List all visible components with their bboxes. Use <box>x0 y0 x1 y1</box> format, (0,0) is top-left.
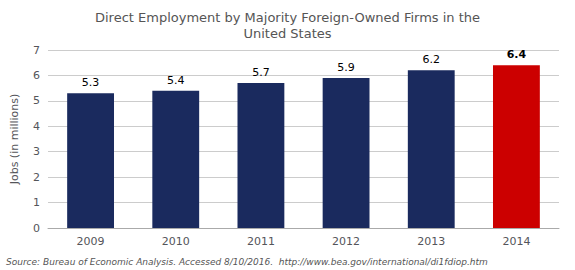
svg-text:5: 5 <box>33 94 40 107</box>
svg-text:6.4: 6.4 <box>507 48 527 61</box>
svg-text:5.4: 5.4 <box>167 74 185 87</box>
svg-text:4: 4 <box>33 120 40 133</box>
svg-text:Direct Employment by Majority: Direct Employment by Majority Foreign-Ow… <box>95 10 480 25</box>
svg-text:2: 2 <box>33 171 40 184</box>
svg-text:2010: 2010 <box>162 235 190 248</box>
svg-text:2011: 2011 <box>247 235 275 248</box>
svg-text:7: 7 <box>33 44 40 57</box>
svg-text:5.3: 5.3 <box>82 76 100 89</box>
svg-text:6: 6 <box>33 69 40 82</box>
svg-text:5.9: 5.9 <box>337 61 355 74</box>
svg-text:3: 3 <box>33 145 40 158</box>
svg-text:6.2: 6.2 <box>423 53 441 66</box>
svg-text:2014: 2014 <box>502 235 530 248</box>
svg-text:2009: 2009 <box>77 235 105 248</box>
svg-text:2013: 2013 <box>417 235 445 248</box>
svg-text:1: 1 <box>33 196 40 209</box>
svg-text:2012: 2012 <box>332 235 360 248</box>
svg-text:United States: United States <box>243 26 331 41</box>
svg-text:Jobs (in millions): Jobs (in millions) <box>8 94 21 186</box>
svg-text:5.7: 5.7 <box>252 66 270 79</box>
svg-text:0: 0 <box>33 222 40 235</box>
svg-text:Source: Bureau of Economic Ana: Source: Bureau of Economic Analysis. Acc… <box>6 257 488 267</box>
